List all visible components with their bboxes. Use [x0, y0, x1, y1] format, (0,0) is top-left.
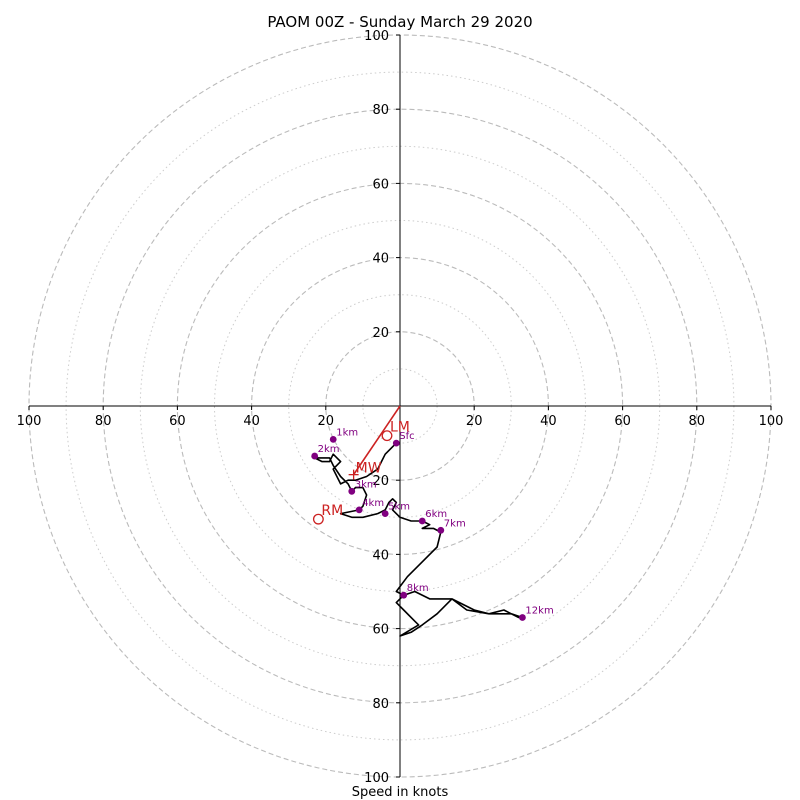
storm-motion-label-rm: RM	[321, 503, 343, 519]
height-point-6km	[418, 517, 426, 525]
y-tick-label-top: 100	[364, 29, 389, 44]
height-point-2km	[311, 452, 319, 460]
y-tick-label-top: 20	[372, 326, 389, 341]
storm-motion-group: LM RM MW	[312, 405, 410, 525]
height-point-1km	[329, 435, 337, 443]
hodograph-trace-group	[313, 442, 524, 637]
shear-vector-line	[352, 405, 401, 476]
x-tick-label-left: 40	[243, 414, 260, 429]
height-label-12km: 12km	[525, 605, 553, 616]
x-tick-label-left: 20	[318, 414, 335, 429]
height-label-6km: 6km	[425, 509, 447, 520]
x-tick-label-right: 100	[759, 414, 784, 429]
height-label-4km: 4km	[362, 498, 384, 509]
y-tick-label-top: 80	[372, 103, 389, 118]
mean-wind-label: MW	[356, 461, 382, 477]
height-point-4km	[355, 506, 363, 514]
tick-labels: 20 20 20 20 40 40 40 40 60 60 60 60 80 80 80 80 100 100 10…	[17, 29, 784, 786]
storm-motion-marker-rm	[312, 513, 324, 525]
x-tick-label-left: 100	[17, 414, 42, 429]
storm-motion-marker-lm	[381, 430, 393, 442]
y-tick-label-bottom: 60	[372, 623, 389, 638]
height-label-2km: 2km	[318, 444, 340, 455]
x-tick-label-right: 20	[466, 414, 483, 429]
height-label-5km: 5km	[388, 502, 410, 513]
height-point-5km	[381, 510, 389, 517]
height-point-sfc	[392, 439, 400, 447]
x-tick-label-right: 80	[689, 414, 706, 429]
y-tick-label-top: 60	[372, 177, 389, 192]
x-axis-label: Speed in knots	[352, 785, 449, 800]
y-tick-label-bottom: 100	[364, 771, 389, 786]
height-point-3km	[348, 487, 356, 495]
height-label-8km: 8km	[407, 583, 429, 594]
x-tick-label-right: 60	[614, 414, 631, 429]
hodograph-trace	[313, 442, 524, 637]
y-tick-label-top: 40	[372, 252, 389, 267]
height-label-sfc: Sfc	[399, 431, 414, 442]
height-label-7km: 7km	[444, 518, 466, 529]
storm-motion-label-lm: LM	[390, 420, 410, 436]
x-tick-label-left: 60	[169, 414, 186, 429]
y-tick-label-bottom: 20	[372, 474, 389, 489]
height-point-7km	[437, 526, 445, 534]
x-tick-label-right: 40	[540, 414, 557, 429]
height-label-3km: 3km	[355, 479, 377, 490]
x-tick-label-left: 80	[95, 414, 112, 429]
y-tick-label-bottom: 40	[372, 548, 389, 563]
chart-title: PAOM 00Z - Sunday March 29 2020	[267, 13, 532, 31]
height-point-8km	[400, 591, 408, 599]
y-tick-label-bottom: 80	[372, 697, 389, 712]
height-point-12km	[519, 614, 526, 621]
height-label-1km: 1km	[336, 427, 358, 438]
